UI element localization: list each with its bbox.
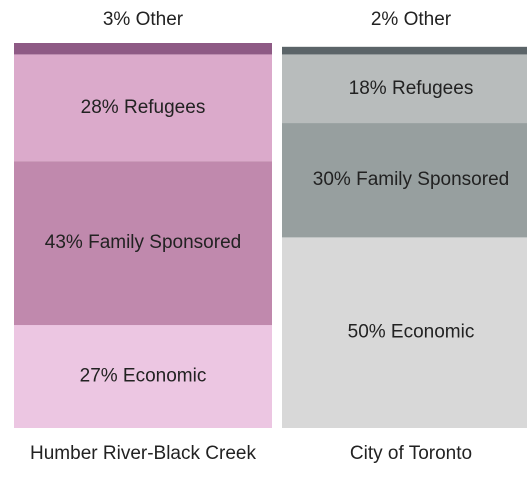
data-label: 3% Other	[103, 9, 184, 30]
data-label: 43% Family Sponsored	[45, 232, 241, 253]
bar-segment	[14, 161, 272, 326]
bar-segment	[14, 43, 272, 55]
bar-segment	[282, 123, 527, 238]
data-label: 28% Refugees	[81, 97, 206, 118]
data-label: 30% Family Sponsored	[313, 169, 509, 190]
data-label: 27% Economic	[80, 366, 207, 387]
data-label: 18% Refugees	[349, 78, 474, 99]
bar-segment	[282, 54, 527, 124]
bar-segment	[282, 237, 527, 428]
bar-segment	[14, 54, 272, 162]
data-label: 2% Other	[371, 9, 452, 30]
bar-segment	[14, 325, 272, 428]
bar-segment	[282, 46, 527, 55]
category-label: City of Toronto	[349, 443, 473, 464]
data-label: 50% Economic	[348, 322, 475, 343]
category-label: Humber River-Black Creek	[30, 443, 256, 464]
